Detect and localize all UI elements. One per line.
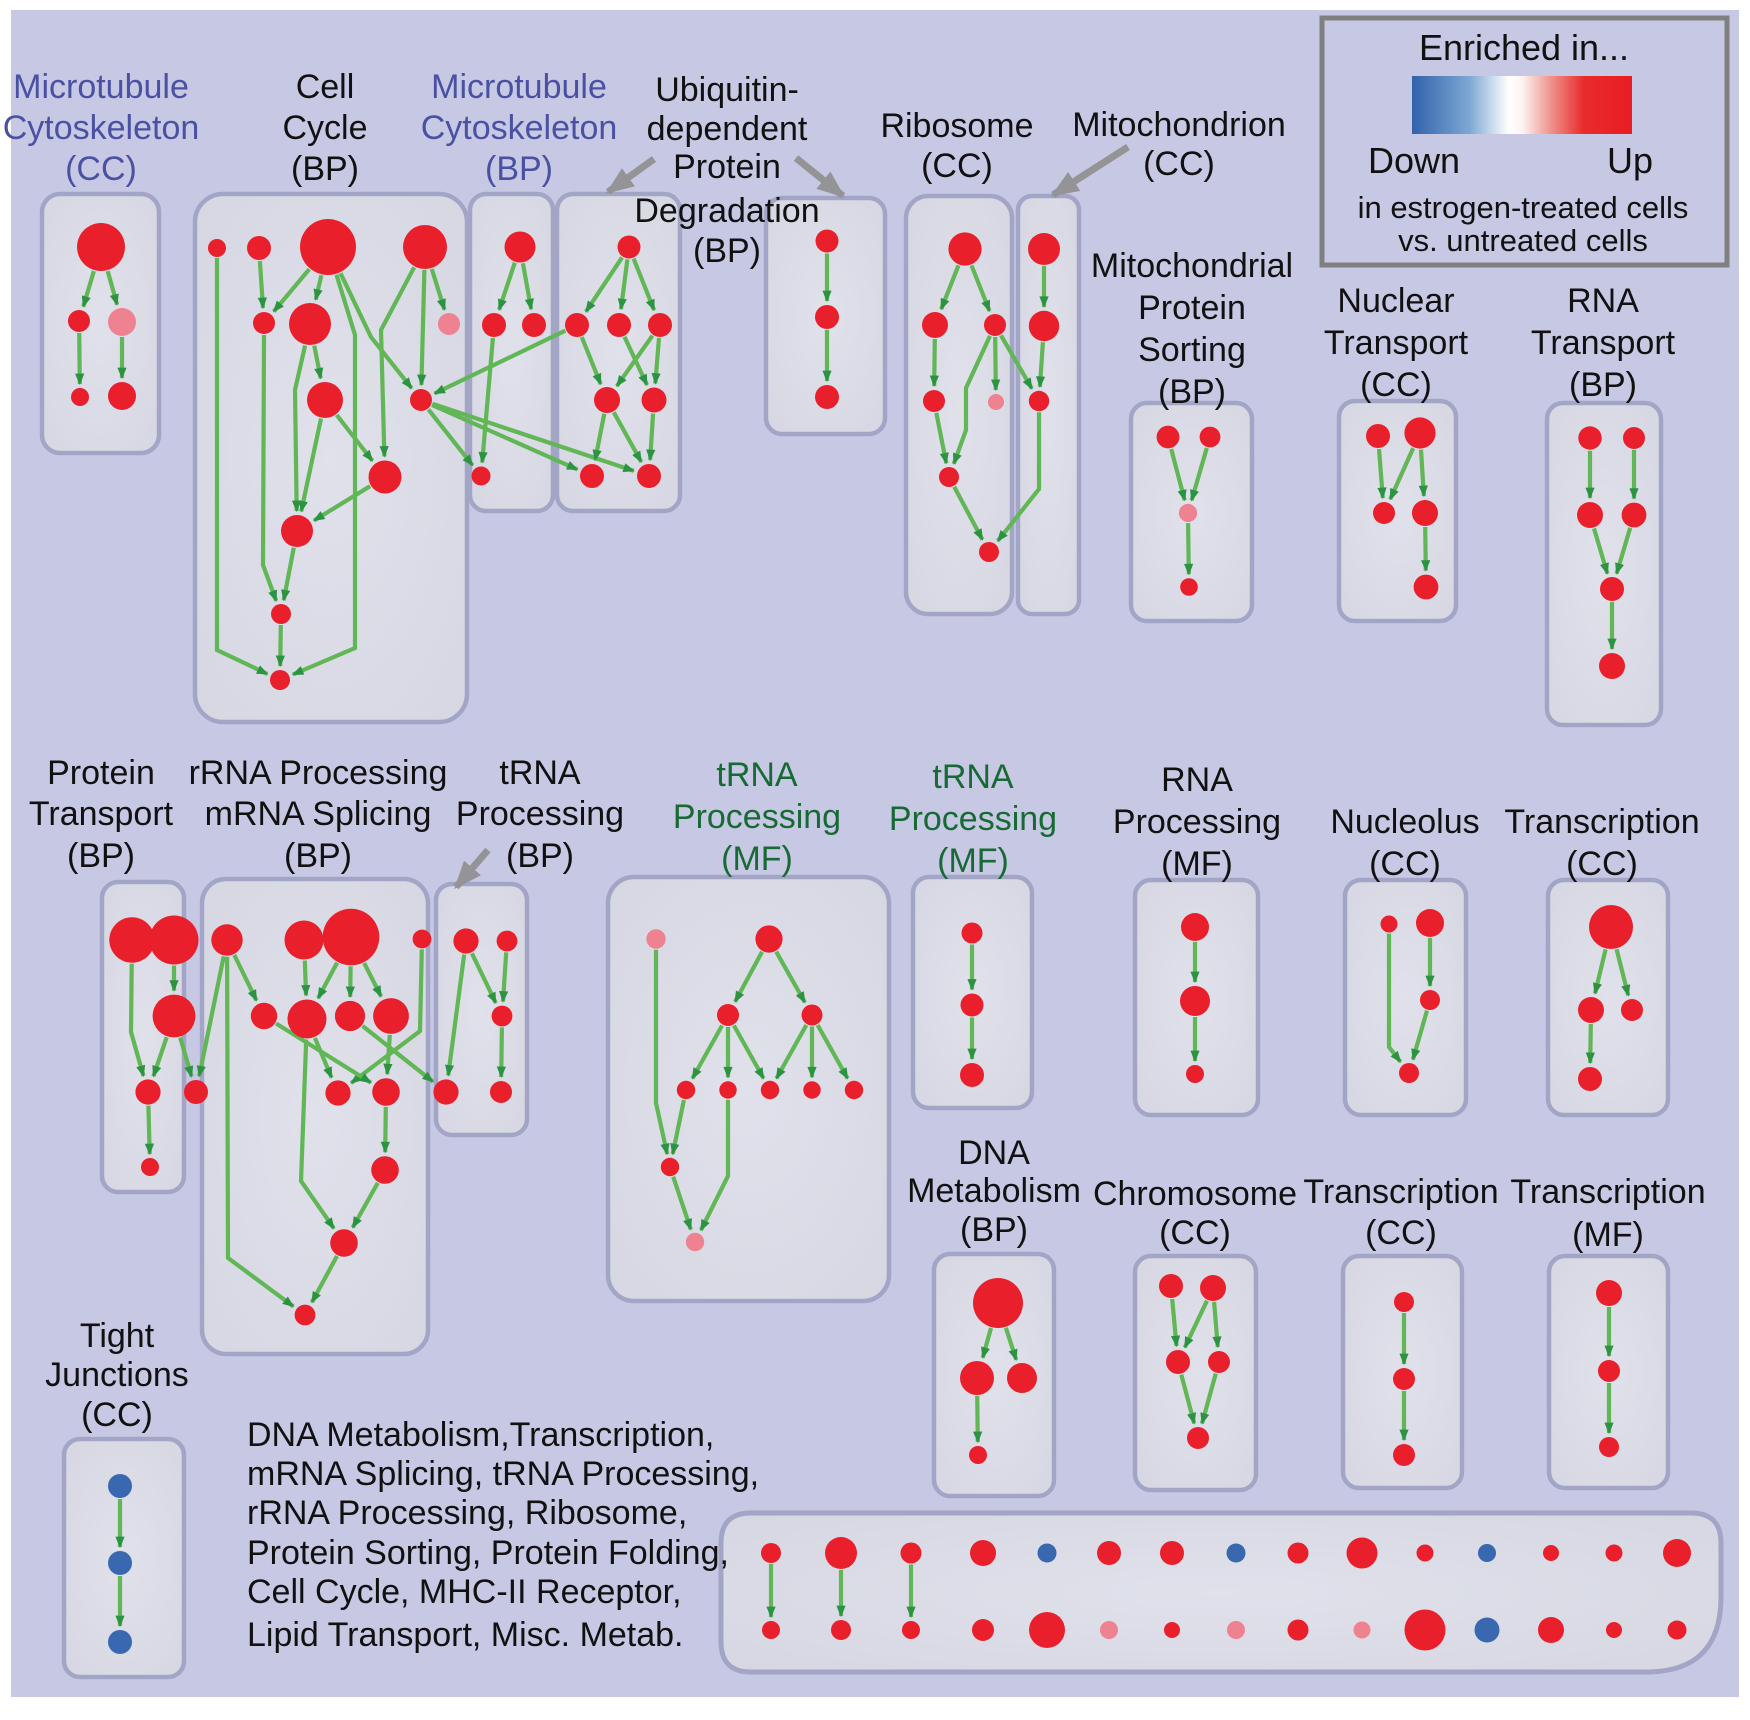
svg-text:Metabolism: Metabolism [907,1172,1081,1210]
svg-text:(CC): (CC) [1369,845,1441,883]
svg-text:Nucleolus: Nucleolus [1330,803,1479,841]
svg-text:tRNA: tRNA [499,754,581,792]
svg-text:Transport: Transport [29,795,174,833]
svg-text:Microtubule: Microtubule [13,68,189,106]
svg-text:Sorting: Sorting [1138,331,1246,369]
svg-text:(BP): (BP) [1569,366,1637,404]
svg-text:tRNA: tRNA [932,758,1014,796]
svg-text:Transport: Transport [1324,324,1469,362]
svg-text:(MF): (MF) [721,840,793,878]
svg-text:Protein: Protein [47,754,155,792]
svg-text:Transcription: Transcription [1510,1173,1705,1211]
svg-text:Processing: Processing [889,800,1057,838]
svg-text:(CC): (CC) [921,147,993,185]
svg-text:mRNA Splicing: mRNA Splicing [205,795,432,833]
svg-text:Cycle: Cycle [282,109,367,147]
svg-text:RNA: RNA [1567,282,1639,320]
svg-text:Cytoskeleton: Cytoskeleton [421,109,618,147]
svg-text:Ubiquitin-: Ubiquitin- [655,71,799,109]
svg-text:Microtubule: Microtubule [431,68,607,106]
svg-text:Lipid Transport, Misc. Metab.: Lipid Transport, Misc. Metab. [247,1616,684,1654]
svg-text:vs. untreated cells: vs. untreated cells [1398,223,1648,258]
svg-text:(MF): (MF) [1161,845,1233,883]
svg-text:(BP): (BP) [284,837,352,875]
svg-text:(BP): (BP) [506,837,574,875]
svg-text:Nuclear: Nuclear [1337,282,1454,320]
svg-text:rRNA Processing: rRNA Processing [189,754,448,792]
svg-text:tRNA: tRNA [716,756,798,794]
svg-text:Cytoskeleton: Cytoskeleton [3,109,200,147]
svg-text:(MF): (MF) [1572,1216,1644,1254]
svg-text:dependent: dependent [647,110,808,148]
svg-text:Protein: Protein [1138,289,1246,327]
svg-text:(BP): (BP) [291,150,359,188]
svg-text:(BP): (BP) [67,837,135,875]
svg-text:Chromosome: Chromosome [1093,1175,1297,1213]
svg-text:Processing: Processing [456,795,624,833]
svg-text:Ribosome: Ribosome [880,107,1033,145]
svg-text:(CC): (CC) [81,1396,153,1434]
svg-text:(BP): (BP) [1158,373,1226,411]
svg-text:(BP): (BP) [693,232,761,270]
svg-text:(BP): (BP) [485,150,553,188]
svg-text:Transport: Transport [1531,324,1676,362]
svg-text:Enriched in...: Enriched in... [1419,27,1629,68]
svg-text:Mitochondrion: Mitochondrion [1072,106,1286,144]
svg-text:Processing: Processing [1113,803,1281,841]
svg-text:Down: Down [1368,140,1460,181]
svg-text:(CC): (CC) [1143,145,1215,183]
svg-text:Degradation: Degradation [634,192,819,230]
svg-text:Cell: Cell [296,68,355,106]
svg-text:in estrogen-treated cells: in estrogen-treated cells [1358,190,1689,225]
svg-text:mRNA Splicing, tRNA Processing: mRNA Splicing, tRNA Processing, [247,1455,759,1493]
svg-text:DNA: DNA [958,1134,1030,1172]
svg-text:(CC): (CC) [1566,845,1638,883]
svg-text:(BP): (BP) [960,1211,1028,1249]
svg-text:Cell Cycle, MHC-II Receptor,: Cell Cycle, MHC-II Receptor, [247,1573,682,1611]
svg-text:DNA Metabolism,Transcription,: DNA Metabolism,Transcription, [247,1416,714,1454]
svg-text:Tight: Tight [80,1317,155,1355]
svg-text:(CC): (CC) [65,150,137,188]
svg-text:Junctions: Junctions [45,1356,189,1394]
svg-text:(CC): (CC) [1360,366,1432,404]
svg-text:Protein: Protein [673,148,781,186]
svg-text:rRNA Processing, Ribosome,: rRNA Processing, Ribosome, [247,1494,687,1532]
svg-text:RNA: RNA [1161,761,1233,799]
svg-text:(CC): (CC) [1159,1214,1231,1252]
svg-text:(MF): (MF) [937,842,1009,880]
svg-text:Mitochondrial: Mitochondrial [1091,247,1293,285]
svg-text:Transcription: Transcription [1303,1173,1498,1211]
svg-text:Up: Up [1607,140,1653,181]
svg-text:Protein Sorting, Protein Foldi: Protein Sorting, Protein Folding, [247,1534,729,1572]
svg-text:(CC): (CC) [1365,1214,1437,1252]
svg-text:Transcription: Transcription [1504,803,1699,841]
svg-text:Processing: Processing [673,798,841,836]
